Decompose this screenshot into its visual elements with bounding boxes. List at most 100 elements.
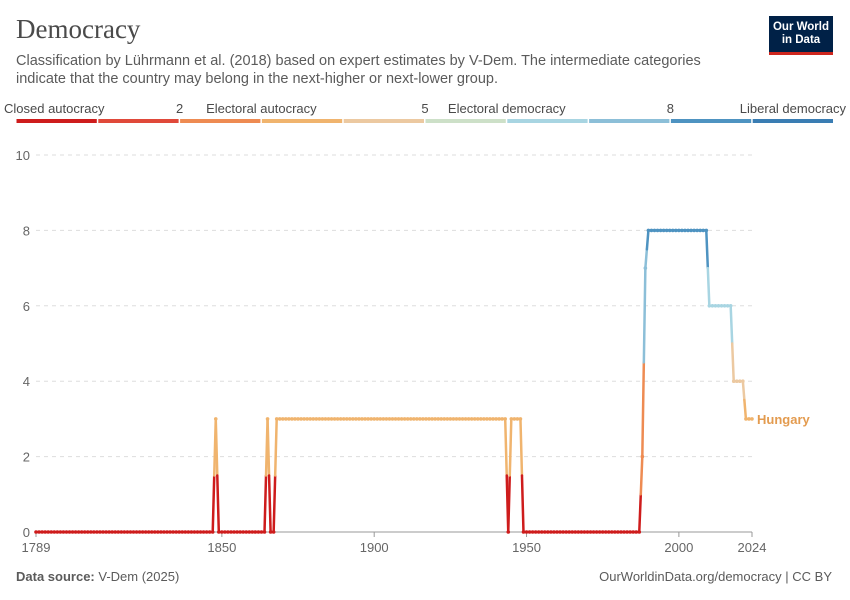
data-point (667, 228, 672, 233)
legend-bin-0 (16, 119, 97, 123)
data-point (738, 379, 742, 384)
data-point (384, 417, 389, 421)
data-point (479, 417, 483, 421)
data-point (220, 530, 224, 534)
data-point (543, 530, 547, 534)
series-segment (730, 342, 735, 383)
data-point (588, 530, 593, 534)
data-point (149, 530, 154, 534)
owid-logo[interactable]: Our World in Data (769, 16, 833, 55)
data-point (244, 530, 249, 534)
data-point (622, 530, 626, 534)
data-point (268, 530, 273, 534)
data-point (430, 417, 434, 421)
data-point (250, 530, 255, 534)
data-point (570, 530, 575, 534)
data-point (369, 417, 373, 421)
data-point (442, 417, 447, 421)
data-point (308, 417, 313, 421)
data-point (518, 417, 523, 421)
chart-subtitle: Classification by Lührmann et al. (2018)… (16, 53, 701, 87)
data-point (625, 530, 629, 534)
data-point (695, 228, 699, 233)
data-point (457, 417, 462, 421)
series-segment (638, 493, 643, 534)
data-point (85, 530, 90, 534)
data-point (603, 530, 608, 534)
series-segment (645, 229, 650, 251)
data-point (265, 417, 270, 421)
data-point (296, 417, 300, 421)
data-point (475, 417, 480, 421)
data-point (491, 417, 495, 421)
data-point (64, 530, 69, 534)
series-segment (214, 417, 219, 477)
data-point (643, 266, 648, 270)
data-point (567, 530, 571, 534)
data-point (198, 530, 203, 534)
data-point (448, 417, 453, 421)
data-point (168, 530, 172, 534)
data-point (600, 530, 605, 534)
data-point (46, 530, 50, 534)
url-license[interactable]: OurWorldinData.org/democracy | CC BY (599, 569, 832, 584)
data-point (582, 530, 587, 534)
data-point (597, 530, 602, 534)
data-point (49, 530, 54, 534)
data-point (631, 530, 635, 534)
data-point (335, 417, 340, 421)
data-point (171, 530, 175, 534)
legend-bin-7 (589, 119, 670, 123)
data-point (725, 304, 730, 308)
data-point (576, 530, 581, 534)
data-point (351, 417, 355, 421)
y-tick-label: 4 (23, 374, 30, 389)
data-source-value[interactable]: V-Dem (2025) (98, 569, 180, 584)
data-point (128, 530, 133, 534)
data-point (360, 417, 364, 421)
data-point (140, 530, 145, 534)
chart-title: Democracy (16, 14, 141, 44)
data-point (274, 417, 279, 421)
data-point (229, 530, 233, 534)
data-point (122, 530, 127, 534)
data-point (649, 228, 654, 233)
data-point (463, 417, 468, 421)
data-point (716, 304, 721, 308)
legend-bin-2 (180, 119, 261, 123)
data-point (180, 530, 185, 534)
data-point (533, 530, 538, 534)
data-point (393, 417, 398, 421)
data-point (488, 417, 492, 421)
y-tick-label: 6 (23, 299, 30, 314)
data-point (280, 417, 285, 421)
data-point (661, 228, 666, 233)
legend-label: Liberal democracy (740, 101, 847, 116)
data-point (287, 417, 291, 421)
series-segment (266, 417, 271, 477)
x-tick-label: 2024 (738, 540, 767, 555)
data-point (713, 304, 718, 308)
data-point (744, 417, 748, 421)
data-point (204, 530, 209, 534)
data-point (156, 530, 160, 534)
series-segment (706, 266, 711, 308)
data-point (89, 530, 93, 534)
data-point (728, 304, 733, 308)
series-segment (520, 474, 525, 534)
data-point (500, 417, 504, 421)
legend-bin-3 (261, 119, 343, 123)
data-point (512, 417, 517, 421)
data-point (37, 530, 41, 534)
data-point (707, 304, 712, 308)
data-point (262, 530, 267, 534)
data-point (387, 417, 392, 421)
logo-line-1: Our World (772, 21, 829, 33)
data-point (561, 530, 565, 534)
data-point (710, 304, 715, 308)
data-point (439, 417, 444, 421)
data-point (271, 530, 276, 534)
data-point (52, 530, 57, 534)
data-point (284, 417, 288, 421)
data-point (616, 530, 620, 534)
